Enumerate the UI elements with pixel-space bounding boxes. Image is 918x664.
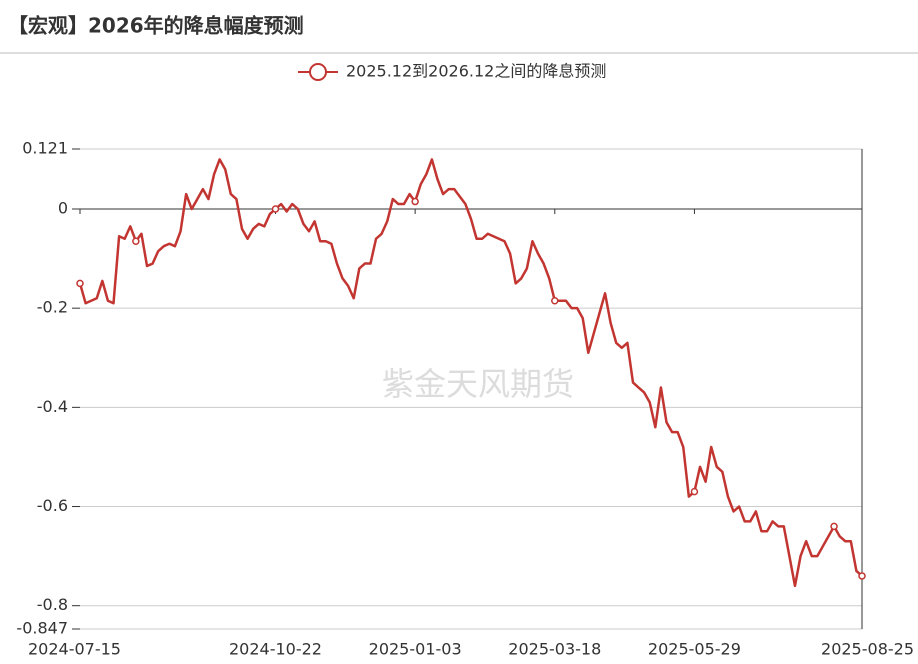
data-line: [78, 158, 863, 588]
y-tick-label: -0.847: [16, 619, 68, 638]
x-tick-label: 2025-01-03: [369, 640, 462, 659]
y-tick-label: -0.6: [37, 496, 68, 515]
y-tick-label: 0: [58, 199, 68, 218]
y-tick-label: -0.8: [37, 595, 68, 614]
x-tick-label: 2024-10-22: [229, 640, 322, 659]
y-tick-label: 0.121: [22, 139, 68, 158]
data-point: [690, 487, 699, 496]
data-point: [132, 237, 140, 245]
data-point: [830, 522, 838, 531]
x-tick-label: 2025-05-29: [648, 640, 741, 659]
y-tick-label: -0.2: [37, 298, 68, 317]
data-point: [858, 572, 866, 580]
watermark: 紫金天风期货: [382, 365, 574, 403]
legend: 2025.12到2026.12之间的降息预测: [298, 62, 606, 81]
data-point: [271, 205, 280, 213]
y-tick-label: -0.4: [37, 397, 68, 416]
data-point: [551, 296, 559, 305]
chart-title: 【宏观】2026年的降息幅度预测: [8, 14, 304, 38]
data-point: [411, 197, 419, 206]
x-tick-label: 2024-07-15: [28, 640, 121, 659]
legend-symbol: [309, 63, 327, 81]
x-tick-label: 2025-03-18: [508, 640, 601, 659]
data-point: [76, 279, 84, 288]
x-tick-label: 2025-08-25: [821, 640, 914, 659]
legend-label: 2025.12到2026.12之间的降息预测: [346, 62, 606, 81]
